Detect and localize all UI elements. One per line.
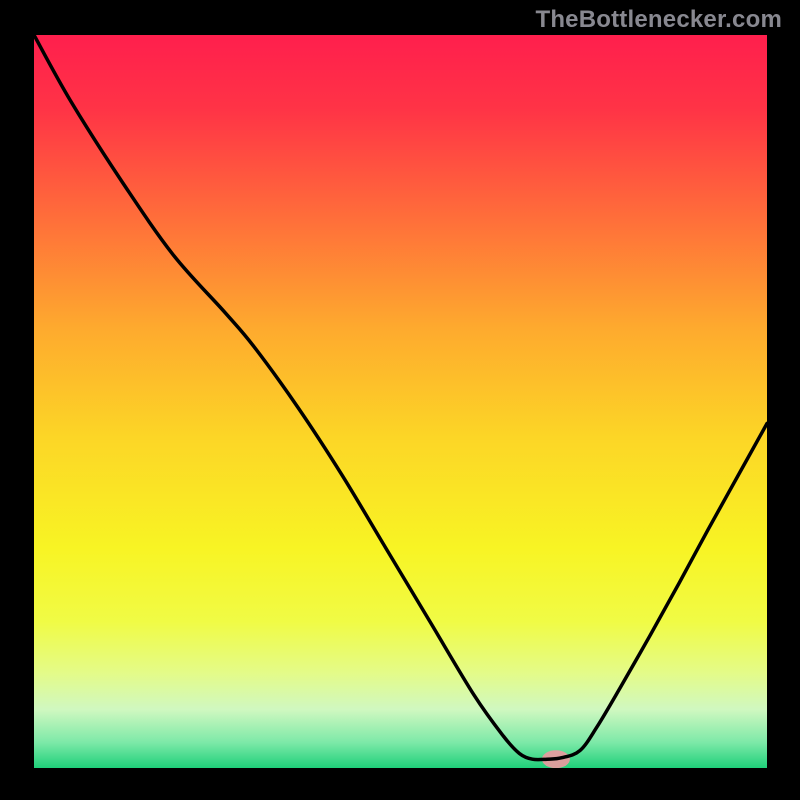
gradient-background: [34, 35, 767, 768]
chart-frame: TheBottlenecker.com: [0, 0, 800, 800]
bottleneck-chart: [0, 0, 800, 800]
plot-area: [34, 35, 767, 768]
attribution-text: TheBottlenecker.com: [535, 6, 782, 34]
